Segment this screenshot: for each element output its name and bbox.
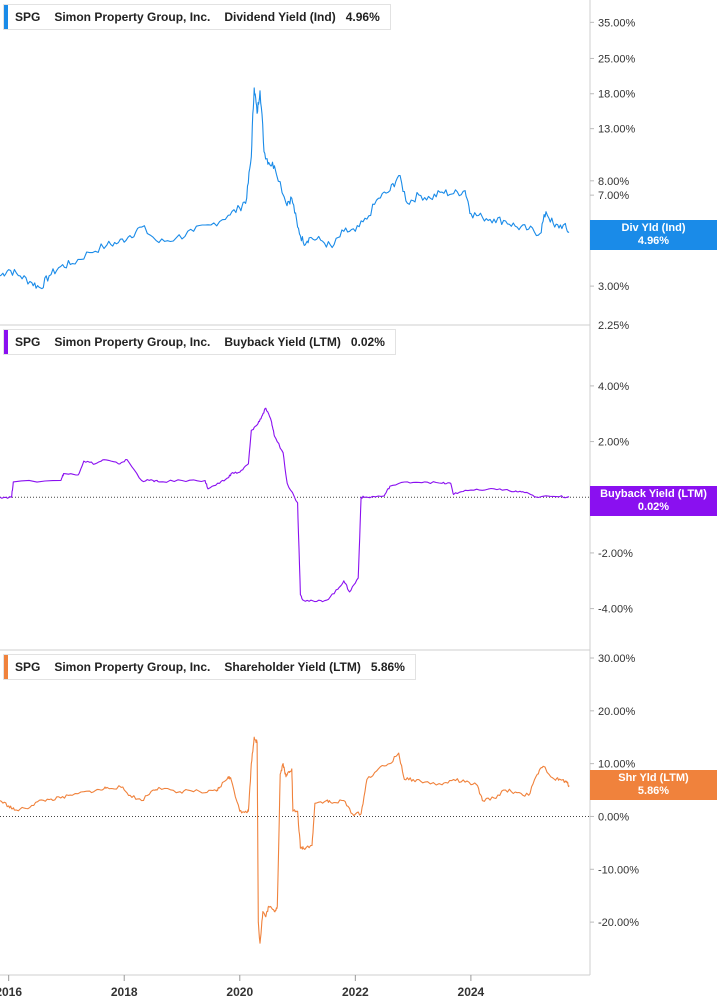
flag-label: Buyback Yield (LTM) — [600, 488, 707, 500]
legend-ticker: SPG — [15, 335, 41, 349]
y-tick-label: 2.00% — [598, 437, 629, 449]
y-tick-label: 10.00% — [598, 759, 636, 771]
flag-label: Shr Yld (LTM) — [618, 772, 689, 784]
y-tick-label: -4.00% — [598, 604, 633, 616]
series-line — [0, 736, 570, 944]
flag-value: 5.86% — [637, 785, 670, 797]
y-tick-label: -20.00% — [598, 917, 639, 929]
legend-company: Simon Property Group, Inc. — [54, 10, 211, 24]
legend-buyback-yield: SPG Simon Property Group, Inc. Buyback Y… — [3, 329, 396, 355]
y-tick-label: 4.00% — [598, 381, 629, 393]
legend-company: Simon Property Group, Inc. — [54, 335, 211, 349]
flag-label: Div Yld (Ind) — [621, 222, 686, 234]
legend-metric: Dividend Yield (Ind) — [224, 10, 336, 24]
y-tick-label: -2.00% — [598, 548, 633, 560]
series-line — [0, 407, 570, 603]
legend-dividend-yield: SPG Simon Property Group, Inc. Dividend … — [3, 4, 391, 30]
x-tick-label: 2024 — [458, 985, 485, 999]
y-tick-label: 8.00% — [598, 176, 629, 188]
legend-value: 0.02% — [350, 335, 385, 349]
y-tick-label: 18.00% — [598, 89, 636, 101]
flag-value: 0.02% — [637, 501, 670, 513]
legend-metric: Shareholder Yield (LTM) — [224, 660, 361, 674]
x-tick-label: 2022 — [342, 985, 369, 999]
y-tick-label: 3.00% — [598, 281, 629, 293]
x-tick-label: 2016 — [0, 985, 22, 999]
value-flag-dividend-yield: Div Yld (Ind) 4.96% — [590, 220, 717, 250]
legend-metric: Buyback Yield (LTM) — [224, 335, 341, 349]
y-tick-label: 13.00% — [598, 124, 636, 136]
value-flag-shareholder-yield: Shr Yld (LTM) 5.86% — [590, 770, 717, 800]
legend-shareholder-yield: SPG Simon Property Group, Inc. Sharehold… — [3, 654, 416, 680]
y-tick-label: -10.00% — [598, 864, 639, 876]
y-tick-label: 35.00% — [598, 17, 636, 29]
x-tick-label: 2020 — [226, 985, 253, 999]
series-line — [0, 87, 570, 290]
y-tick-label: 20.00% — [598, 706, 636, 718]
legend-color-marker — [4, 330, 8, 354]
value-flag-buyback-yield: Buyback Yield (LTM) 0.02% — [590, 486, 717, 516]
legend-ticker: SPG — [15, 10, 41, 24]
x-tick-label: 2018 — [111, 985, 138, 999]
y-tick-label: 30.00% — [598, 653, 636, 665]
legend-value: 5.86% — [370, 660, 405, 674]
legend-ticker: SPG — [15, 660, 41, 674]
y-tick-label: 7.00% — [598, 190, 629, 202]
legend-color-marker — [4, 655, 8, 679]
legend-value: 4.96% — [345, 10, 380, 24]
y-tick-label: 0.00% — [598, 811, 629, 823]
y-tick-label: 25.00% — [598, 53, 636, 65]
y-tick-label: 2.25% — [598, 320, 629, 332]
flag-value: 4.96% — [637, 235, 670, 247]
legend-company: Simon Property Group, Inc. — [54, 660, 211, 674]
legend-color-marker — [4, 5, 8, 29]
